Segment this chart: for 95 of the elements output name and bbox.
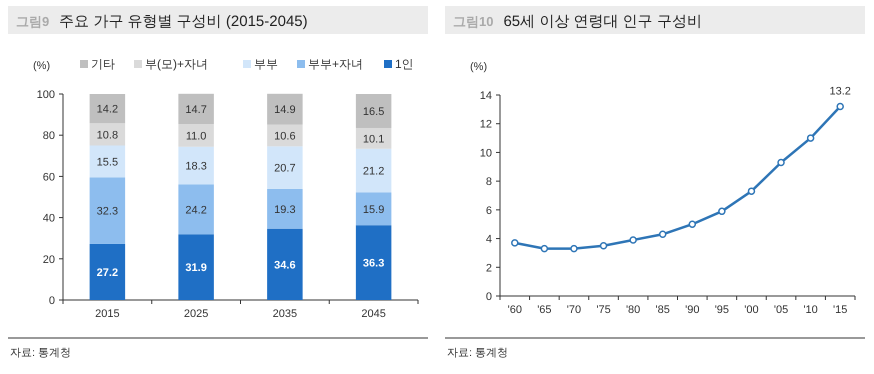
data-label: 10.8 — [96, 129, 118, 142]
chart-title: 65세 이상 연령대 인구 구성비 — [503, 13, 702, 30]
bar — [178, 234, 214, 300]
point — [600, 242, 608, 250]
legend-label: 부부 — [254, 57, 278, 71]
x-tick-label: 2045 — [361, 308, 386, 320]
y-tick-label: 0 — [486, 291, 492, 303]
y-tick-label: 40 — [42, 212, 55, 225]
point — [718, 208, 726, 216]
bar — [267, 228, 303, 300]
x-tick-label: '75 — [596, 304, 611, 316]
data-label: 34.6 — [274, 259, 296, 272]
y-tick-label: 4 — [486, 234, 492, 246]
x-tick-label: '00 — [744, 304, 759, 316]
y-tick-label: 100 — [36, 89, 55, 101]
x-tick-label: '05 — [774, 304, 788, 316]
data-label: 21.2 — [362, 166, 384, 178]
bar — [90, 94, 126, 124]
bar — [267, 124, 303, 146]
data-label: 31.9 — [185, 262, 207, 274]
legend-label: 기타 — [91, 57, 115, 71]
y-tick-label: 12 — [480, 118, 492, 131]
x-tick-label: 2015 — [95, 308, 120, 320]
data-label: 18.3 — [185, 160, 207, 173]
point — [511, 239, 519, 247]
data-label: 36.3 — [362, 258, 384, 270]
bar — [267, 94, 303, 124]
legend-label: 부부+자녀 — [308, 57, 364, 71]
y-tick-label: 60 — [42, 171, 55, 184]
bar — [178, 124, 214, 147]
bar — [178, 146, 214, 184]
y-tick-label: 2 — [486, 262, 492, 274]
y-tick-label: 0 — [48, 295, 55, 307]
data-label: 27.2 — [96, 266, 118, 279]
data-label: 14.7 — [185, 104, 207, 116]
point — [629, 236, 637, 244]
bar — [356, 225, 392, 300]
data-label: 15.9 — [362, 204, 384, 216]
point — [777, 158, 785, 166]
caption: 그림10 — [453, 14, 494, 29]
x-tick-label: '85 — [656, 304, 670, 316]
y-tick-label: 8 — [486, 176, 492, 188]
x-tick-label: '60 — [508, 304, 522, 316]
point — [540, 244, 548, 252]
point — [658, 230, 666, 238]
bar — [356, 94, 392, 128]
point — [748, 187, 756, 195]
point — [806, 134, 814, 142]
data-label: 10.6 — [274, 130, 296, 142]
legend-label: 1인 — [395, 57, 414, 71]
legend-label: 부(모)+자녀 — [145, 57, 208, 71]
data-label: 10.1 — [362, 133, 384, 146]
point — [836, 102, 844, 110]
y-axis-title: (%) — [470, 61, 488, 73]
chart-title: 주요 가구 유형별 구성비 (2015-2045) — [59, 13, 308, 30]
x-tick-label: '65 — [537, 304, 552, 316]
x-tick-label: '90 — [685, 304, 700, 316]
bar — [356, 192, 392, 226]
data-label: 20.7 — [274, 162, 296, 175]
y-tick-label: 6 — [486, 204, 492, 217]
x-tick-label: '10 — [803, 304, 818, 316]
bar — [90, 244, 126, 300]
data-label: 13.2 — [829, 85, 851, 98]
y-axis-title: (%) — [33, 60, 50, 72]
bar — [178, 94, 214, 124]
text: 자료: 통계청 — [10, 347, 72, 359]
y-tick-label: 14 — [480, 90, 492, 102]
y-tick-label: 20 — [42, 254, 55, 266]
x-tick-label: 2025 — [184, 308, 208, 320]
data-label: 15.5 — [96, 156, 118, 168]
bar — [356, 148, 392, 192]
bar — [356, 128, 392, 149]
data-label: 32.3 — [96, 206, 118, 218]
x-tick-label: '15 — [833, 304, 848, 316]
bar — [90, 146, 126, 178]
x-tick-label: '80 — [626, 304, 640, 316]
bar — [178, 184, 214, 234]
point — [570, 244, 578, 252]
x-tick-label: 2035 — [272, 308, 298, 320]
bar — [267, 188, 303, 229]
data-label: 24.2 — [185, 204, 207, 216]
data-label: 19.3 — [274, 204, 296, 216]
caption: 그림9 — [16, 14, 50, 29]
x-tick-label: '70 — [566, 304, 582, 316]
data-label: 14.2 — [96, 104, 118, 116]
y-tick-label: 80 — [42, 130, 55, 142]
y-tick-label: 10 — [480, 147, 492, 160]
bar — [90, 177, 126, 244]
data-label: 16.5 — [362, 106, 384, 118]
data-label: 11.0 — [186, 130, 206, 142]
x-tick-label: '95 — [714, 304, 730, 316]
bar — [267, 146, 303, 189]
point — [688, 220, 696, 228]
text: 자료: 통계청 — [447, 347, 508, 359]
data-label: 14.9 — [274, 104, 296, 116]
